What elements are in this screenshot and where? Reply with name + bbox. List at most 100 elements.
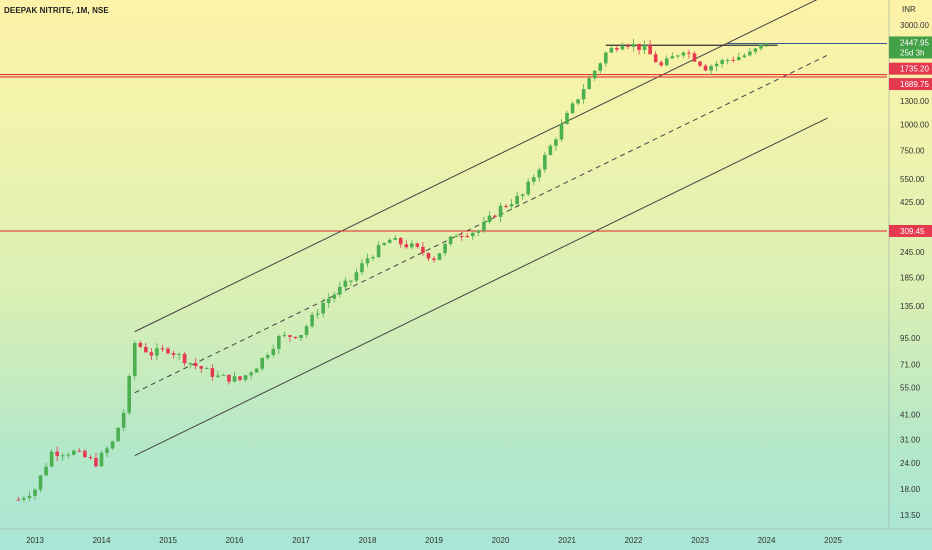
candle-body — [71, 450, 76, 455]
candle-body — [382, 243, 386, 245]
candle-88 — [504, 203, 508, 209]
candle-51 — [299, 334, 303, 342]
candle-86 — [493, 214, 497, 218]
candle-18 — [116, 427, 120, 442]
candle-10 — [71, 449, 76, 456]
candle-70 — [404, 240, 409, 249]
candle-35 — [210, 364, 215, 381]
candle-body — [565, 113, 569, 125]
candle-body — [354, 272, 359, 281]
candle-24 — [149, 348, 154, 361]
candle-body — [681, 52, 686, 56]
candle-body — [764, 43, 769, 45]
candle-111 — [631, 38, 636, 52]
candle-78 — [448, 235, 453, 247]
y-tick-label-2: 1000.00 — [900, 121, 929, 130]
candle-body — [116, 427, 120, 442]
candle-body — [537, 169, 542, 178]
candle-body — [282, 335, 287, 337]
candle-body — [360, 263, 364, 273]
candle-37 — [221, 373, 226, 376]
candle-56 — [326, 293, 331, 308]
candle-62 — [360, 258, 364, 275]
candle-body — [376, 244, 381, 258]
candle-body — [138, 343, 143, 347]
level-tag-0-bg — [889, 62, 932, 75]
candle-107 — [609, 45, 614, 54]
candle-109 — [620, 42, 625, 51]
candle-body — [365, 258, 370, 264]
candle-body — [288, 335, 292, 337]
candle-body — [603, 52, 608, 64]
level-tag-2-bg — [889, 224, 932, 237]
candle-body — [293, 336, 298, 338]
level-tag-0: 1735.20 — [889, 62, 932, 75]
x-tick-label-0: 2013 — [26, 536, 44, 545]
y-tick-label-0: 3000.00 — [900, 21, 929, 30]
candle-body — [515, 195, 519, 205]
candle-52 — [304, 324, 309, 338]
candle-body — [299, 335, 303, 338]
candle-body — [559, 124, 564, 140]
candle-body — [615, 47, 619, 50]
candle-11 — [77, 448, 82, 453]
candle-body — [44, 466, 48, 476]
chart-title: DEEPAK NITRITE, 1M, NSE — [4, 6, 109, 15]
candle-68 — [393, 235, 398, 241]
candle-body — [609, 47, 614, 53]
candle-body — [421, 246, 425, 254]
candle-31 — [188, 362, 192, 369]
y-tick-label-13: 31.00 — [900, 436, 921, 445]
channel-lines — [134, 0, 828, 457]
candle-63 — [365, 253, 370, 268]
candle-body — [570, 103, 575, 114]
candle-body — [736, 57, 741, 61]
candle-53 — [310, 311, 314, 329]
channel-middle-line — [134, 54, 828, 394]
candle-body — [94, 457, 98, 467]
candle-50 — [293, 336, 298, 339]
candle-body — [321, 302, 325, 314]
candle-95 — [543, 152, 547, 173]
candle-body — [349, 280, 353, 282]
candle-body — [664, 58, 669, 66]
candle-32 — [193, 358, 198, 370]
candle-body — [642, 45, 647, 50]
candle-body — [687, 52, 691, 54]
candle-22 — [138, 340, 143, 349]
candle-body — [88, 457, 93, 459]
x-tick-label-2: 2015 — [159, 536, 177, 545]
candle-82 — [470, 231, 475, 241]
y-tick-label-12: 41.00 — [900, 410, 921, 419]
candle-body — [526, 181, 531, 195]
candle-105 — [598, 62, 603, 74]
candle-30 — [182, 351, 187, 367]
x-tick-label-10: 2023 — [691, 536, 709, 545]
candle-114 — [648, 40, 652, 55]
candle-85 — [487, 211, 492, 225]
x-tick-label-4: 2017 — [292, 536, 310, 545]
candle-body — [16, 499, 21, 501]
candle-body — [520, 194, 525, 196]
candle-23 — [144, 342, 148, 353]
level-tag-0-text-0: 1735.20 — [900, 65, 929, 74]
x-tick-label-6: 2019 — [425, 536, 443, 545]
candle-96 — [548, 143, 553, 156]
candle-89 — [509, 199, 514, 210]
candle-body — [465, 236, 470, 238]
candle-body — [227, 374, 231, 382]
candle-body — [415, 243, 420, 247]
candle-body — [238, 376, 242, 380]
candle-body — [33, 489, 37, 496]
candle-body — [277, 336, 281, 350]
candle-29 — [177, 352, 181, 361]
y-tick-label-10: 71.00 — [900, 360, 921, 369]
y-tick-label-16: 13.50 — [900, 511, 921, 520]
horizontal-levels — [0, 42, 887, 232]
candle-16 — [105, 446, 109, 458]
candle-33 — [199, 365, 204, 374]
candle-123 — [698, 60, 702, 68]
candle-61 — [354, 268, 359, 283]
